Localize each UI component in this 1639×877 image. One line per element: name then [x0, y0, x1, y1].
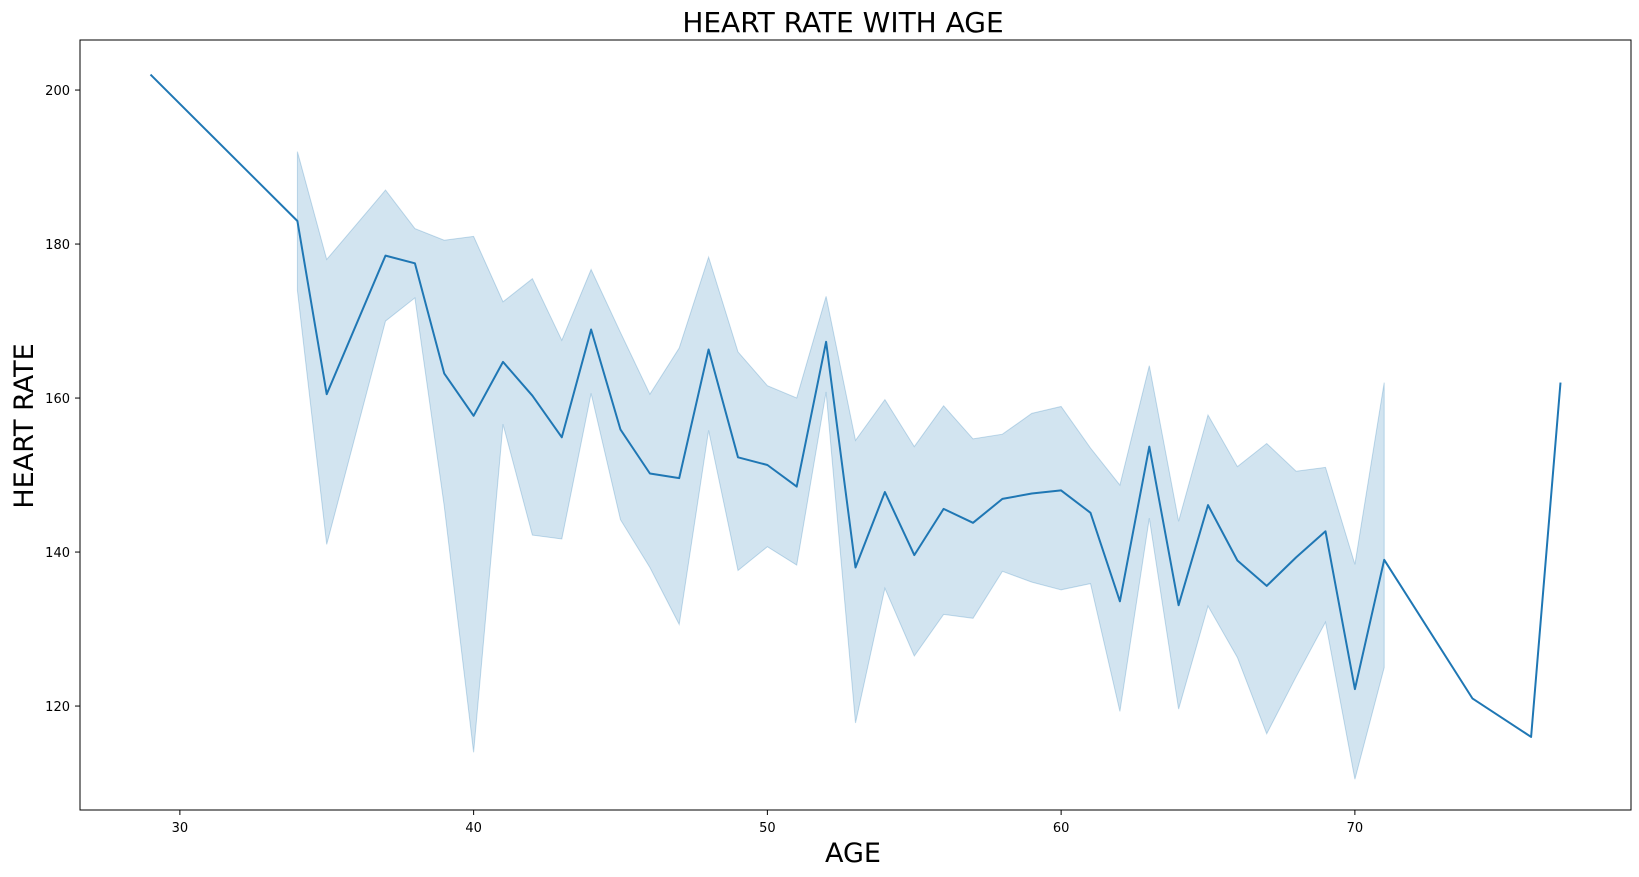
x-axis-label: AGE: [825, 838, 881, 869]
x-tick-label: 40: [465, 821, 482, 836]
x-axis-ticks: 30 40 50 60 70: [172, 810, 1364, 836]
confidence-band: [296, 151, 1385, 780]
y-axis-ticks: 120 140 160 180 200: [45, 84, 80, 715]
x-tick-label: 30: [172, 821, 189, 836]
y-axis-label: HEART RATE: [9, 343, 40, 508]
y-tick-label: 160: [45, 392, 70, 407]
y-tick-label: 140: [45, 546, 70, 561]
x-tick-label: 70: [1347, 821, 1364, 836]
chart-title: HEART RATE WITH AGE: [682, 6, 1003, 39]
series-line: [149, 73, 1562, 738]
x-tick-label: 50: [759, 821, 776, 836]
plot-area: [149, 73, 1562, 780]
x-tick-label: 60: [1053, 821, 1070, 836]
plot-frame: [79, 39, 1632, 811]
y-tick-label: 200: [45, 84, 70, 99]
y-tick-label: 120: [45, 700, 70, 715]
y-tick-label: 180: [45, 238, 70, 253]
